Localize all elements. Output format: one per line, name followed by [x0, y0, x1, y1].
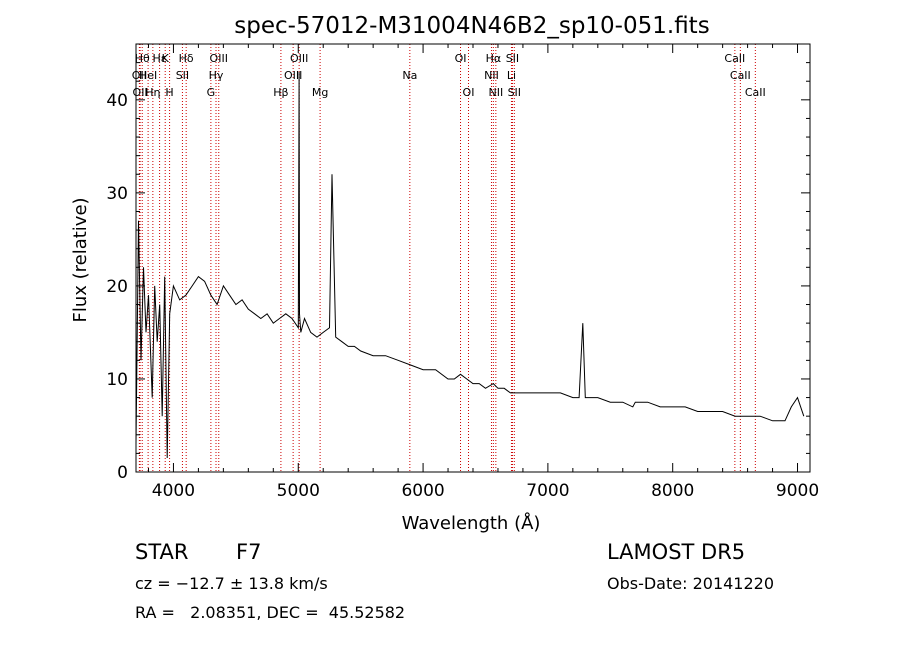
plot-frame [135, 43, 811, 473]
line-marker-label: OI [455, 52, 467, 65]
line-marker-label: SII [176, 69, 189, 82]
line-marker-label: G [207, 86, 216, 99]
x-tick-label: 6000 [401, 481, 444, 501]
x-axis: 4000 5000 6000 7000 8000 9000 [147, 44, 819, 501]
y-tick-label: 10 [106, 370, 128, 390]
line-marker-label: OIII [210, 52, 228, 65]
x-tick-label: 9000 [776, 481, 819, 501]
line-marker-label: Hβ [273, 86, 288, 99]
x-tick-label: 8000 [651, 481, 694, 501]
line-marker-label: Hδ [179, 52, 194, 65]
line-marker-label: H [165, 86, 173, 99]
line-marker-label: OIII [290, 52, 308, 65]
line-marker-label: SII [506, 52, 519, 65]
line-marker-label: Hε [152, 52, 166, 65]
y-tick-label: 30 [106, 184, 128, 204]
line-marker-label: CaII [724, 52, 745, 65]
line-marker-label: SII [508, 86, 521, 99]
observation-date: Obs-Date: 20141220 [607, 574, 775, 593]
object-subclass: F7 [236, 540, 262, 564]
y-tick-label: 20 [106, 277, 128, 297]
line-marker-label: Hα [486, 52, 502, 65]
chart-title: spec-57012-M31004N46B2_sp10-051.fits [234, 13, 709, 39]
line-marker-label: NII [484, 69, 499, 82]
spectrum-line [135, 71, 805, 459]
x-tick-label: 5000 [277, 481, 320, 501]
survey-name: LAMOST DR5 [607, 540, 746, 564]
line-marker-label: Li [507, 69, 516, 82]
line-marker-label: OI [463, 86, 475, 99]
line-marker-label: CaII [745, 86, 766, 99]
object-class: STAR [135, 540, 189, 564]
line-markers [138, 44, 756, 472]
y-axis-label: Flux (relative) [70, 197, 91, 322]
line-marker-label: Hη [145, 86, 160, 99]
y-tick-label: 0 [117, 463, 128, 483]
x-tick-label: 7000 [526, 481, 569, 501]
line-marker-label: NII [488, 86, 503, 99]
line-marker-label: Hθ [135, 52, 150, 65]
x-axis-label: Wavelength (Å) [402, 512, 541, 534]
line-labels: OIIOIIHθHeIHηHεKHSIIHδGHγOIIIHβOIIIOIIIM… [132, 52, 766, 99]
redshift-cz: cz = −12.7 ± 13.8 km/s [135, 574, 328, 593]
line-marker-label: HeI [139, 69, 157, 82]
line-marker-label: Na [402, 69, 417, 82]
y-tick-label: 40 [106, 91, 128, 111]
line-marker-label: K [162, 52, 170, 65]
line-marker-label: Mg [312, 86, 328, 99]
line-marker-label: CaII [730, 69, 751, 82]
line-marker-label: Hγ [209, 69, 224, 82]
x-tick-label: 4000 [152, 481, 195, 501]
ra-dec: RA = 2.08351, DEC = 45.52582 [135, 603, 406, 622]
line-marker-label: OIII [284, 69, 302, 82]
y-axis: 0 10 20 30 40 [106, 62, 810, 483]
